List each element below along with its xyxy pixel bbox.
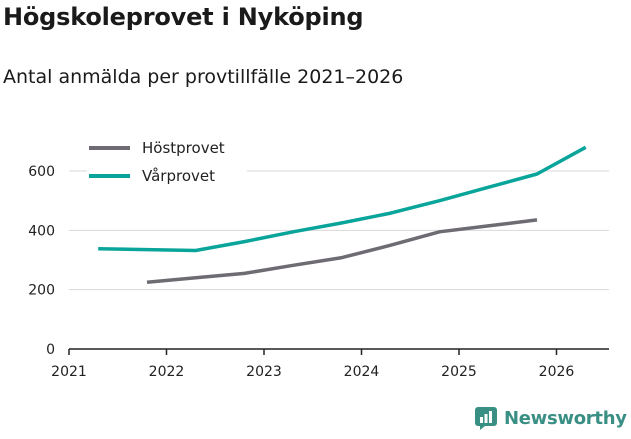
x-tick-label: 2025 xyxy=(441,364,477,380)
series-lines xyxy=(98,145,587,285)
legend-item: Höstprovet xyxy=(87,139,247,160)
chart-title: Högskoleprovet i Nyköping xyxy=(3,3,364,31)
brand-logo: Newsworthy xyxy=(474,406,627,430)
legend-label: Höstprovet xyxy=(142,139,225,157)
chart-subtitle: Antal anmälda per provtillfälle 2021–202… xyxy=(3,66,404,88)
x-tick-label: 2023 xyxy=(246,364,282,380)
series-line-varprovet xyxy=(98,145,587,253)
series-line-hostprovet xyxy=(146,218,538,285)
brand-name: Newsworthy xyxy=(504,407,627,429)
x-tick-label: 2024 xyxy=(344,364,380,380)
x-tick-label: 2026 xyxy=(539,364,575,380)
y-tick-label: 400 xyxy=(28,223,55,239)
y-tick-label: 200 xyxy=(28,283,55,299)
newsworthy-logo-icon xyxy=(475,407,497,430)
x-axis: 2021 2022 2023 2024 2025 2026 xyxy=(51,348,609,380)
legend-label: Vårprovet xyxy=(142,167,215,185)
y-axis-labels: 0 200 400 600 xyxy=(28,164,55,358)
legend: Höstprovet Vårprovet xyxy=(87,139,247,188)
y-tick-label: 0 xyxy=(46,342,55,358)
gridlines xyxy=(69,170,609,291)
legend-item: Vårprovet xyxy=(87,167,247,188)
y-tick-label: 600 xyxy=(28,164,55,180)
x-tick-label: 2022 xyxy=(149,364,185,380)
x-tick-label: 2021 xyxy=(51,364,87,380)
